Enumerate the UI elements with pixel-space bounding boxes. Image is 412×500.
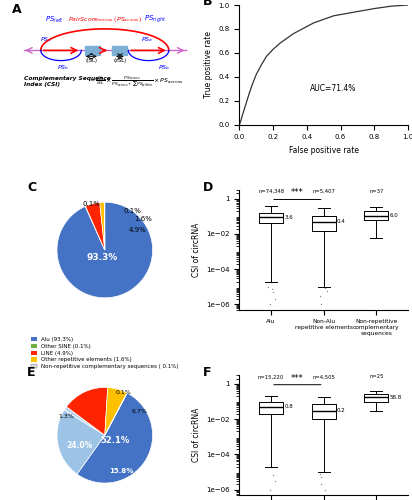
Text: (sSL): (sSL) [113,58,126,63]
Wedge shape [66,388,108,435]
Bar [112,46,126,54]
Wedge shape [105,393,127,435]
Text: (iSL): (iSL) [85,58,97,63]
X-axis label: False positive rate: False positive rate [289,146,359,155]
Text: $PS_b$: $PS_b$ [157,64,170,72]
Text: n=37: n=37 [369,189,384,194]
Text: $PairScore_{across}$ $(PS_{across})$: $PairScore_{across}$ $(PS_{across})$ [68,14,142,24]
Text: n=4,505: n=4,505 [312,374,335,380]
Text: B: B [202,0,212,8]
Point [318,474,324,482]
Wedge shape [57,410,105,474]
Text: 24.0%: 24.0% [67,442,93,450]
Wedge shape [85,206,105,250]
Text: 1.3%: 1.3% [59,414,75,418]
Text: 3.6: 3.6 [284,214,293,220]
Text: 4.9%: 4.9% [129,227,146,233]
Text: 93.3%: 93.3% [87,252,118,262]
Wedge shape [100,202,105,250]
Point [267,486,273,494]
Text: A: A [12,2,22,16]
Point [321,284,328,292]
Text: ***: *** [291,188,304,198]
Text: 0.8: 0.8 [284,404,293,409]
Text: 0.1%: 0.1% [82,200,101,206]
Bar [84,46,100,54]
Text: $= \frac{sSL}{iSL} \times \frac{PS_{across}}{PS_{across}+\sum PS_{within}} \time: $= \frac{sSL}{iSL} \times \frac{PS_{acro… [88,74,183,89]
Y-axis label: CSI of circRNA: CSI of circRNA [192,223,201,277]
Point [317,470,323,478]
Point [318,300,324,308]
Text: 1.6%: 1.6% [134,216,152,222]
Wedge shape [105,388,127,435]
Text: 0.1%: 0.1% [116,390,132,394]
Text: $PS_{left}$: $PS_{left}$ [45,14,64,24]
Text: n=15,220: n=15,220 [258,374,284,380]
Text: 0.4: 0.4 [337,219,346,224]
Point [265,283,272,291]
Point [270,471,276,479]
Text: n=74,348: n=74,348 [258,189,284,194]
Legend: Alu (93.3%), Other SINE (0.1%), LINE (4.9%), Other repetitive elements (1.6%), N: Alu (93.3%), Other SINE (0.1%), LINE (4.… [31,337,178,369]
Point [321,486,328,494]
Text: 15.8%: 15.8% [109,468,134,474]
Text: $PS_a$: $PS_a$ [40,35,52,44]
Point [272,295,278,303]
Text: $PS_b$: $PS_b$ [56,64,69,72]
Text: n=5,407: n=5,407 [312,189,335,194]
Text: $PS_a$: $PS_a$ [141,35,153,44]
Text: C: C [27,180,36,194]
Y-axis label: True positive rate: True positive rate [204,32,213,98]
Text: E: E [27,366,35,379]
Wedge shape [64,406,105,435]
Wedge shape [77,393,152,483]
Text: F: F [202,366,211,379]
Text: Complementary Sequence
Index (CSI): Complementary Sequence Index (CSI) [24,76,111,87]
Text: AUC=71.4%: AUC=71.4% [310,84,357,93]
Wedge shape [86,202,105,250]
Point [317,292,323,300]
Text: n=25: n=25 [369,374,384,380]
Point [272,478,278,486]
Text: 52.1%: 52.1% [101,436,130,444]
Point [269,284,275,292]
Text: 6.7%: 6.7% [131,409,147,414]
Text: 0.1%: 0.1% [124,208,141,214]
Text: 6.0: 6.0 [389,213,398,218]
Text: $PS_{right}$: $PS_{right}$ [144,13,166,24]
Point [270,288,276,296]
Text: ***: *** [291,374,304,382]
Text: D: D [202,180,213,194]
Text: 58.8: 58.8 [389,394,402,400]
Point [267,300,273,308]
Wedge shape [57,202,152,298]
Y-axis label: CSI of circRNA: CSI of circRNA [192,408,201,463]
Text: 0.2: 0.2 [337,408,346,414]
Point [318,480,324,488]
Point [323,286,330,294]
